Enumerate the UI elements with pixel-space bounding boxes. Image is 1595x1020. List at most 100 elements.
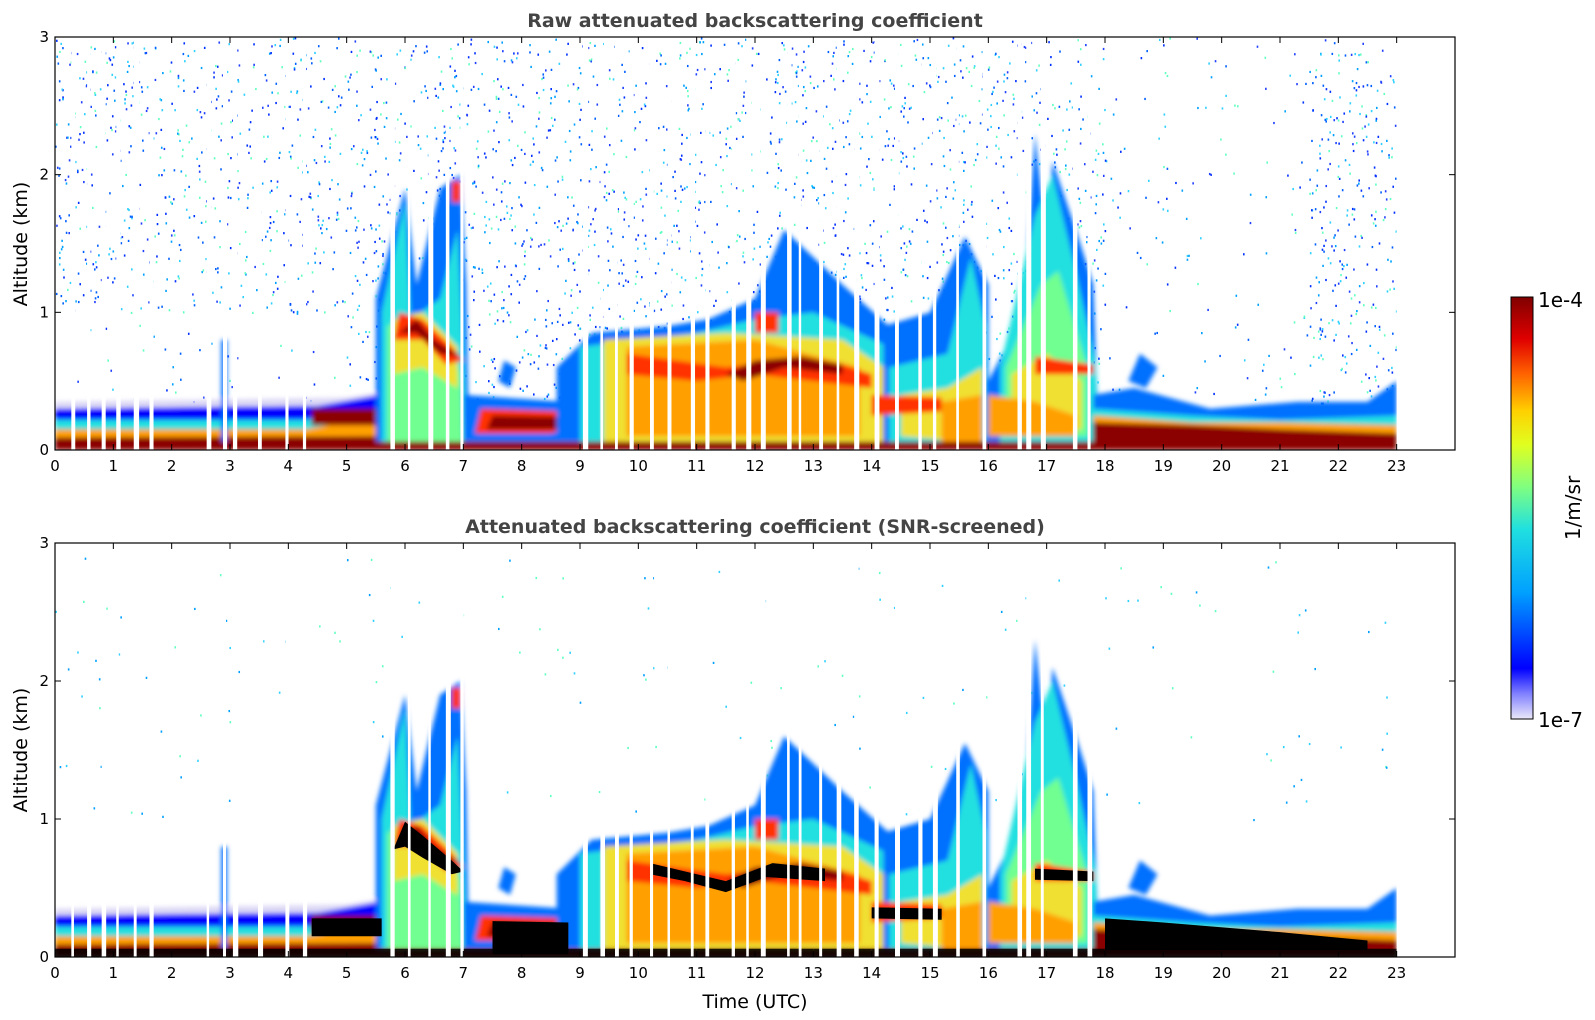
noise-speck — [770, 234, 773, 237]
noise-speck — [128, 151, 131, 154]
noise-speck — [269, 221, 272, 225]
noise-speck — [1340, 368, 1343, 372]
noise-speck — [929, 265, 931, 268]
noise-speck — [832, 55, 835, 58]
noise-speck — [802, 94, 804, 97]
noise-speck — [1377, 385, 1380, 388]
noise-speck — [567, 196, 569, 199]
noise-speck — [1002, 165, 1005, 168]
noise-speck — [502, 320, 505, 323]
noise-speck — [1374, 325, 1376, 328]
noise-speck — [1003, 114, 1005, 117]
noise-speck — [1112, 388, 1114, 391]
noise-speck — [1349, 102, 1352, 105]
noise-speck — [603, 135, 606, 138]
noise-speck — [442, 88, 444, 91]
noise-speck — [803, 50, 805, 53]
noise-speck — [1370, 214, 1373, 217]
noise-speck — [623, 218, 626, 221]
noise-speck — [316, 309, 318, 312]
noise-speck — [929, 86, 932, 89]
noise-speck — [1309, 285, 1312, 288]
noise-speck — [59, 50, 61, 54]
noise-speck — [351, 191, 353, 194]
noise-speck — [227, 152, 229, 156]
noise-speck — [526, 229, 528, 232]
noise-speck — [58, 174, 60, 177]
noise-speck — [753, 231, 755, 234]
data-gap — [629, 37, 634, 450]
noise-speck — [59, 256, 61, 260]
data-gap — [760, 543, 766, 957]
noise-speck — [307, 171, 309, 174]
noise-speck — [524, 152, 526, 156]
noise-speck — [272, 293, 274, 297]
noise-speck — [946, 236, 949, 240]
noise-speck — [893, 310, 896, 313]
noise-speck — [750, 153, 753, 156]
noise-speck — [496, 266, 498, 269]
noise-speck — [299, 220, 301, 224]
data-gap — [836, 37, 840, 450]
noise-speck — [454, 76, 456, 79]
x-tick-label: 23 — [1387, 964, 1406, 982]
noise-speck — [81, 168, 84, 172]
noise-speck — [1331, 245, 1333, 248]
noise-speck — [891, 295, 894, 298]
noise-speck — [1006, 77, 1009, 80]
data-gap — [232, 543, 239, 957]
noise-speck — [1059, 50, 1061, 53]
noise-speck — [1098, 239, 1100, 243]
noise-speck — [802, 60, 805, 64]
noise-speck — [698, 208, 700, 211]
noise-speck — [488, 109, 491, 112]
noise-speck — [1162, 374, 1165, 377]
data-gap — [819, 37, 824, 450]
noise-speck — [1266, 161, 1268, 164]
noise-speck — [537, 53, 540, 56]
noise-speck — [81, 695, 83, 698]
noise-speck — [916, 218, 918, 222]
noise-speck — [1025, 46, 1027, 49]
noise-speck — [83, 141, 85, 144]
noise-speck — [751, 64, 754, 67]
noise-speck — [318, 181, 320, 184]
noise-speck — [1360, 189, 1363, 192]
noise-speck — [1329, 262, 1332, 265]
noise-speck — [1391, 371, 1394, 374]
noise-speck — [180, 378, 182, 381]
noise-speck — [700, 37, 703, 40]
noise-speck — [1375, 106, 1378, 110]
noise-speck — [1326, 117, 1328, 121]
noise-speck — [174, 280, 177, 283]
x-tick-label: 15 — [920, 457, 939, 475]
noise-speck — [1380, 191, 1382, 194]
noise-speck — [576, 220, 578, 224]
noise-speck — [742, 251, 745, 254]
noise-speck — [413, 100, 415, 103]
noise-speck — [842, 145, 845, 149]
noise-speck — [231, 385, 234, 389]
noise-speck — [802, 85, 805, 89]
noise-speck — [312, 290, 314, 293]
noise-speck — [936, 261, 939, 264]
noise-speck — [750, 169, 753, 172]
noise-speck — [892, 144, 895, 148]
noise-speck — [1391, 147, 1393, 150]
noise-speck — [111, 63, 114, 66]
noise-speck — [664, 295, 666, 298]
noise-speck — [307, 107, 310, 110]
noise-speck — [458, 117, 461, 120]
noise-speck — [97, 295, 99, 299]
noise-speck — [518, 196, 520, 199]
noise-speck — [795, 75, 798, 78]
noise-speck — [938, 129, 941, 132]
noise-speck — [998, 56, 1000, 59]
noise-speck — [1335, 141, 1337, 145]
data-gap — [445, 543, 451, 957]
x-tick-label: 8 — [517, 457, 527, 475]
data-gap — [787, 37, 792, 450]
noise-speck — [916, 38, 919, 42]
noise-speck — [99, 88, 102, 91]
noise-speck — [944, 226, 947, 229]
